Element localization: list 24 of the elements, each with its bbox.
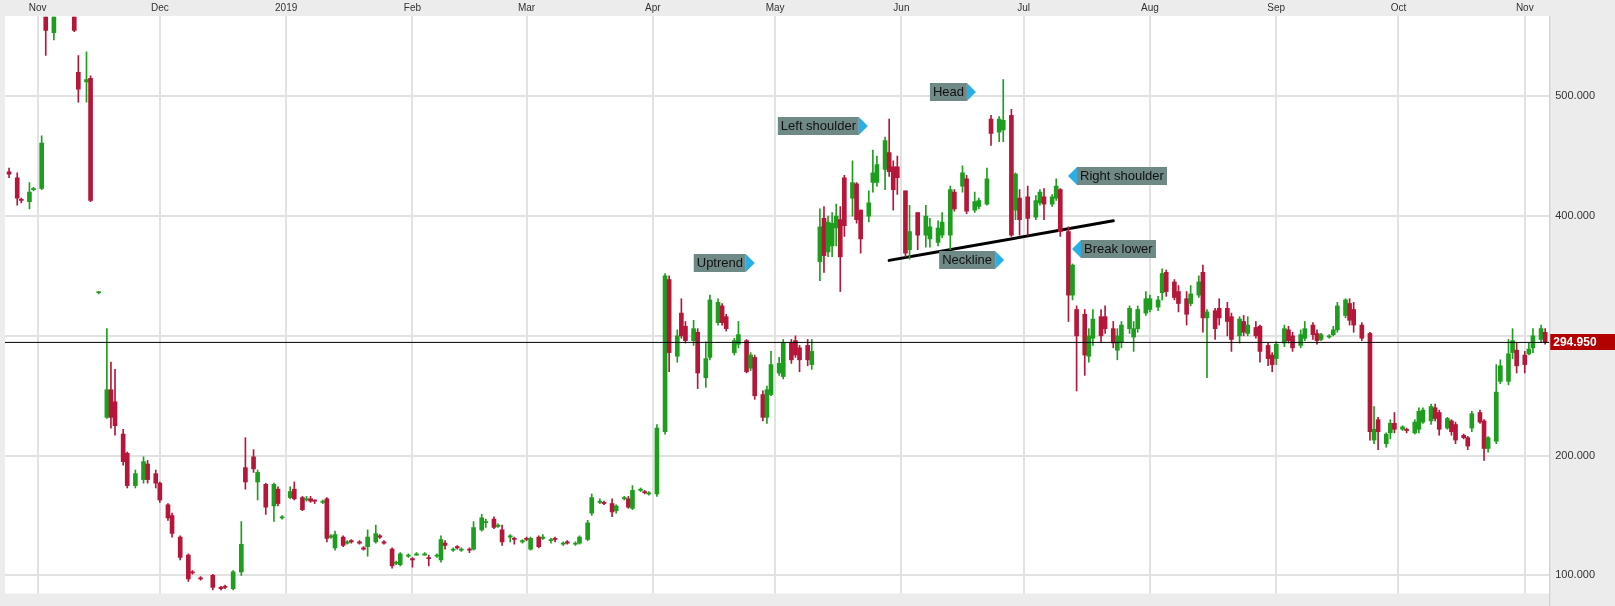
x-tick-label: Dec [150, 1, 169, 13]
x-tick-label: Nov [28, 1, 47, 13]
x-tick-label: Nov [1515, 1, 1534, 13]
x-tick-label: May [765, 1, 785, 13]
y-tick-label: 100.000 [1555, 568, 1595, 581]
annotation: Right shoulder [1077, 167, 1167, 185]
annotation: Break lower [1081, 240, 1156, 258]
y-tick-label: 500.000 [1555, 89, 1595, 102]
annotation: Left shoulder [777, 117, 859, 135]
x-tick-label: 2019 [275, 1, 298, 13]
x-tick-label: Aug [1141, 1, 1159, 13]
annotation: Uptrend [693, 254, 746, 272]
x-tick-label: Apr [645, 1, 662, 13]
x-tick-label: Sep [1267, 1, 1286, 13]
y-tick-label: 400.000 [1555, 209, 1595, 222]
ref-line-label: 294.950 [1553, 335, 1597, 350]
annotation: Neckline [939, 251, 995, 269]
x-tick-label: Oct [1390, 1, 1407, 13]
x-tick-label: Feb [403, 1, 422, 13]
x-tick-label: Jun [893, 1, 910, 13]
x-tick-label: Jul [1017, 1, 1031, 13]
x-tick-label: Mar [517, 1, 536, 13]
y-tick-label: 200.000 [1555, 448, 1595, 461]
annotation: Head [929, 83, 967, 101]
